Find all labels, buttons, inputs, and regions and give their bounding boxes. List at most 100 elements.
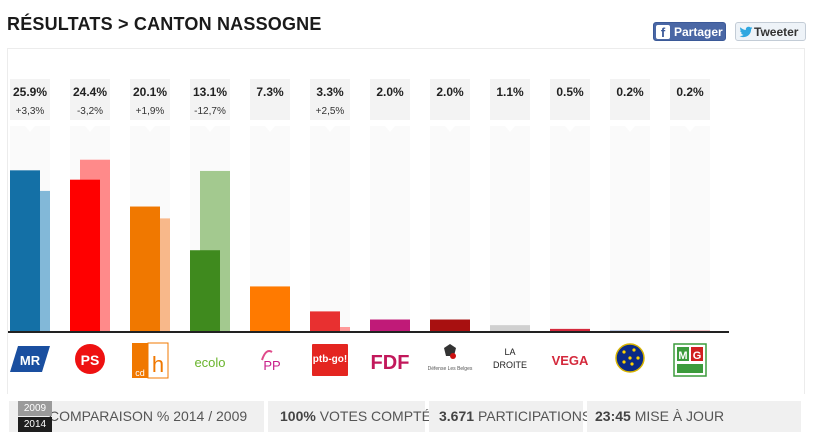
results-bar-chart: 25.9% +3,3% 24.4% -3,2% 20.1% +1,9% 13.1% -12,7… [7,48,805,394]
party-logo-cdw-star [622,350,626,354]
bar-label-box [250,79,290,120]
party-logo-mg-m: M [678,350,687,362]
chart-baseline [8,331,729,333]
party-logo-ptb [312,344,348,376]
bar-column-bg [430,126,470,332]
party-logo-ladroite-line1: LA [504,347,515,357]
facebook-share-label: Partager [674,25,723,39]
party-logo-cdh-panel [147,342,169,379]
party-logo-dlb-text: Défense Les Belges [428,366,473,372]
bar-label-box [550,79,590,120]
last-update-value: 23:45 [595,408,631,424]
participations-label: PARTICIPATIONS [477,408,592,424]
party-logo-mr [10,346,50,372]
bar-column-bg [670,126,710,332]
bar-percent-label: 0.2% [616,85,644,99]
bar-2014 [490,325,530,332]
bar-percent-label: 0.2% [676,85,704,99]
bar-label-box [130,79,170,120]
bar-label-box [10,79,50,120]
bar-column-bg [550,126,590,332]
comparison-label: COMPARAISON % 2014 / 2009 [49,408,248,424]
bar-change-label: -3,2% [77,106,103,117]
bar-change-label: +3,3% [16,106,45,117]
bar-percent-label: 25.9% [13,85,47,99]
party-logo-vega: VEGA [552,353,589,368]
bar-percent-label: 24.4% [73,85,107,99]
results-footer: COMPARAISON % 2014 / 2009 2009 2014 100%… [9,401,801,432]
party-logo-ladroite-line2: DROITE [493,360,527,370]
party-logo-dlb-dot [450,353,456,359]
party-logo-ps [75,344,105,374]
bar-percent-label: 2.0% [436,85,464,99]
bar-percent-label: 0.5% [556,85,584,99]
bar-percent-label: 1.1% [496,85,524,99]
votes-counted-value: 100% [280,408,316,424]
votes-counted-label: VOTES COMPTÉS [319,408,441,424]
bar-column-bg [490,126,530,332]
bar-percent-label: 13.1% [193,85,227,99]
party-logo-mg-g: G [693,350,702,362]
bar-2014 [130,206,160,332]
bar-change-label: +2,5% [316,106,345,117]
party-logo-ecolo: ecolo [194,355,225,370]
bar-label-box [70,79,110,120]
bar-label-box [310,79,350,120]
bar-column-bg [370,126,410,332]
party-logo-cdw-star [636,356,640,360]
facebook-icon: f [656,25,670,40]
party-logo-mg-band [677,364,703,373]
party-logo-cdh [132,343,148,378]
bar-label-box [370,79,410,120]
party-logo-fdf: FDF [371,352,410,374]
participations-value: 3.671 [439,408,475,424]
last-update-label: MISE À JOUR [634,408,725,424]
party-logo-pp-swoosh [261,350,273,361]
bar-label-box [490,79,530,120]
party-logo-ptb-text: ptb-go! [313,354,347,365]
bar-column-bg [610,126,650,332]
last-update-stat: 23:45 MISE À JOUR [587,401,801,432]
party-logo-cdh-h: h [152,352,164,377]
twitter-tweet-label: Tweeter [754,25,799,39]
party-logo-pp: PP [263,358,280,373]
participations-stat: 3.671 PARTICIPATIONS [429,401,591,432]
bar-2014 [190,250,220,332]
votes-counted-stat: 100% VOTES COMPTÉS [268,401,440,432]
chart-frame [7,48,805,394]
twitter-tweet-button[interactable]: Tweeter [735,22,806,41]
party-logo-cdh-text: cd [135,368,145,378]
bar-2014 [250,286,290,332]
bar-label-box [670,79,710,120]
bar-column-bg [250,126,290,332]
party-logo-mg-g-bg [691,347,703,361]
twitter-bird-icon [739,26,753,38]
year-2009-badge[interactable]: 2009 [18,401,52,416]
bar-column-bg [310,126,350,332]
party-logo-ps-text: PS [81,352,100,368]
party-logo-cdw-star [632,348,636,352]
party-logo-mg-m-bg [677,347,689,361]
bar-percent-label: 20.1% [133,85,167,99]
bar-2014 [550,328,590,332]
party-logo-cdw-star [628,356,632,360]
bar-change-label: -12,7% [194,106,226,117]
bar-label-box [610,79,650,120]
bar-label-box [190,79,230,120]
bar-change-label: +1,9% [136,106,165,117]
bar-2014 [370,319,410,332]
bar-percent-label: 2.0% [376,85,404,99]
year-2014-badge[interactable]: 2014 [18,417,52,432]
bar-2014 [10,170,40,332]
party-logo-cdw-star [630,362,634,366]
bar-label-box [430,79,470,120]
bar-percent-label: 3.3% [316,85,344,99]
page-title: RÉSULTATS > CANTON NASSOGNE [7,14,322,34]
bar-2014 [70,179,100,332]
bar-2014 [310,311,340,332]
facebook-share-button[interactable]: f Partager [653,22,726,41]
party-logo-cdw-star [622,360,626,364]
bar-2014 [430,319,470,332]
party-logo-mr-text: MR [20,353,41,368]
bar-percent-label: 7.3% [256,85,284,99]
